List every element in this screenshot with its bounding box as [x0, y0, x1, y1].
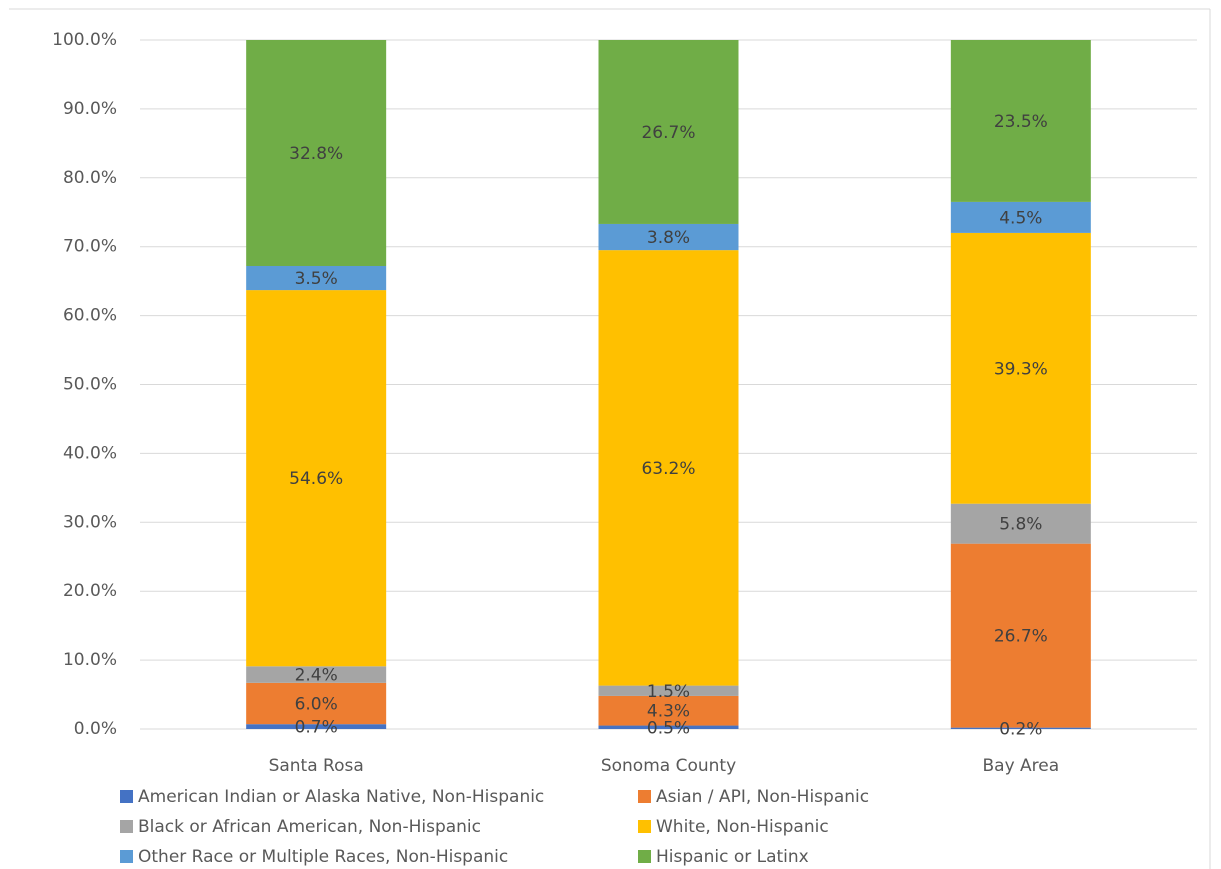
- bar-segment: [950, 503, 1091, 544]
- data-label: 3.5%: [295, 269, 338, 289]
- legend-swatch: [120, 820, 133, 833]
- legend-swatch: [638, 790, 651, 803]
- data-label: 5.8%: [999, 515, 1042, 535]
- bar-segment: [246, 724, 387, 729]
- bar-segment: [598, 40, 739, 224]
- data-label: 0.5%: [647, 718, 690, 738]
- data-label: 1.5%: [647, 682, 690, 702]
- data-label: 0.2%: [999, 719, 1042, 739]
- data-label: 4.5%: [999, 208, 1042, 228]
- y-tick-label: 80.0%: [63, 168, 117, 188]
- y-tick-label: 20.0%: [63, 581, 117, 601]
- y-tick-label: 50.0%: [63, 375, 117, 395]
- bar-segment: [950, 201, 1091, 233]
- y-tick-label: 90.0%: [63, 99, 117, 119]
- bar-segment: [598, 250, 739, 686]
- y-tick-label: 70.0%: [63, 237, 117, 257]
- bar-segment: [246, 265, 387, 291]
- data-label: 39.3%: [994, 359, 1048, 379]
- data-label: 4.3%: [647, 702, 690, 722]
- y-tick-label: 30.0%: [63, 512, 117, 532]
- legend-swatch: [638, 820, 651, 833]
- data-label: 32.8%: [289, 144, 343, 164]
- legend-label: American Indian or Alaska Native, Non-Hi…: [138, 787, 544, 807]
- data-label: 54.6%: [289, 469, 343, 489]
- y-tick-label: 60.0%: [63, 306, 117, 326]
- x-tick-label: Sonoma County: [601, 756, 736, 776]
- bar-segment: [246, 666, 387, 683]
- legend-swatch: [638, 850, 651, 863]
- legend-label: Other Race or Multiple Races, Non-Hispan…: [138, 847, 508, 867]
- data-label: 63.2%: [641, 459, 695, 479]
- bar-segment: [598, 685, 739, 696]
- data-label: 3.8%: [647, 228, 690, 248]
- data-label: 2.4%: [295, 666, 338, 686]
- bar-segment: [598, 223, 739, 251]
- y-tick-label: 100.0%: [52, 30, 117, 50]
- bar-segment: [246, 40, 387, 266]
- bar-segment: [246, 682, 387, 725]
- legend-label: White, Non-Hispanic: [656, 817, 829, 837]
- data-label: 26.7%: [641, 123, 695, 143]
- y-tick-label: 40.0%: [63, 443, 117, 463]
- data-label: 0.7%: [295, 718, 338, 738]
- y-tick-label: 10.0%: [63, 650, 117, 670]
- legend-label: Hispanic or Latinx: [656, 847, 809, 867]
- x-tick-label: Bay Area: [982, 756, 1059, 776]
- bar-segment: [950, 543, 1091, 728]
- bar-segment: [598, 725, 739, 729]
- bar-segment: [246, 290, 387, 667]
- bar-segment: [950, 727, 1091, 729]
- legend-swatch: [120, 850, 133, 863]
- bar-segment: [950, 232, 1091, 504]
- legend-label: Asian / API, Non-Hispanic: [656, 787, 869, 807]
- data-label: 6.0%: [295, 695, 338, 715]
- data-label: 23.5%: [994, 112, 1048, 132]
- bar-segment: [950, 40, 1091, 202]
- y-tick-label: 0.0%: [74, 719, 117, 739]
- legend-swatch: [120, 790, 133, 803]
- legend-label: Black or African American, Non-Hispanic: [138, 817, 481, 837]
- x-tick-label: Santa Rosa: [269, 756, 364, 776]
- bar-segment: [598, 695, 739, 726]
- data-label: 26.7%: [994, 627, 1048, 647]
